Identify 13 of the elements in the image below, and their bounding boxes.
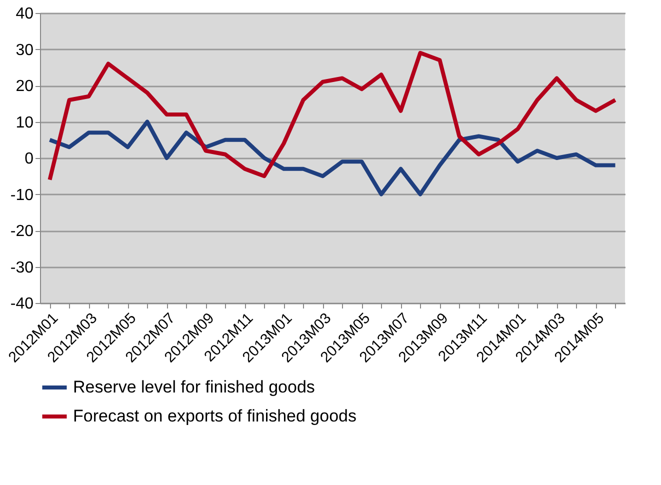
- y-tick-label: -30: [10, 259, 34, 276]
- y-tick-label: 10: [16, 114, 34, 132]
- line-series: [48, 50, 618, 182]
- legend-label: Forecast on exports of finished goods: [73, 406, 356, 426]
- y-tick-label: 30: [16, 42, 34, 59]
- y-tick-label: 20: [16, 78, 34, 95]
- y-tick-label: -40: [10, 296, 34, 312]
- y-tick-label: 40: [16, 6, 34, 22]
- y-tick-label: -20: [10, 223, 34, 240]
- y-tick-label: -10: [10, 186, 34, 204]
- legend-label: Reserve level for finished goods: [73, 378, 315, 396]
- line-series: [48, 120, 618, 196]
- y-tick-label: 0: [24, 150, 34, 168]
